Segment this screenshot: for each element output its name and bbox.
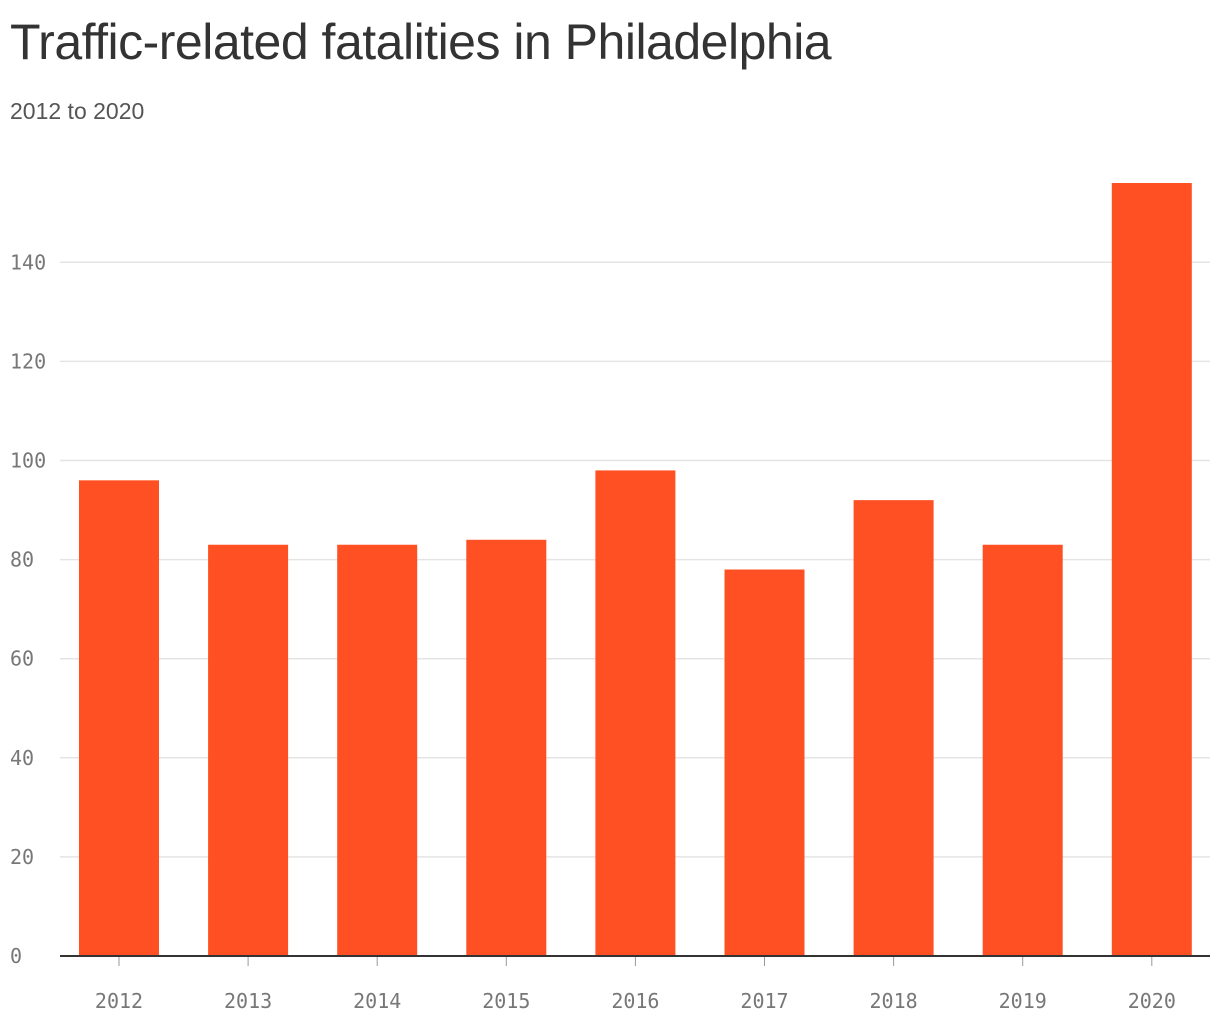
x-tick-label: 2020 xyxy=(1128,989,1176,1013)
chart-title: Traffic-related fatalities in Philadelph… xyxy=(10,14,832,70)
y-tick-label: 0 xyxy=(10,944,22,968)
y-tick-label: 20 xyxy=(10,845,34,869)
y-tick-label: 120 xyxy=(10,349,46,373)
x-tick-label: 2016 xyxy=(611,989,659,1013)
bars xyxy=(79,183,1192,956)
x-tick-label: 2015 xyxy=(482,989,530,1013)
bar-2019 xyxy=(982,544,1063,956)
y-tick-label: 140 xyxy=(10,250,46,274)
bar-2013 xyxy=(208,544,289,956)
y-tick-label: 60 xyxy=(10,647,34,671)
bar-2017 xyxy=(724,569,805,956)
bar-2014 xyxy=(337,544,418,956)
x-tick-label: 2017 xyxy=(740,989,788,1013)
x-tick-label: 2012 xyxy=(95,989,143,1013)
x-axis: 2012 2013 2014 2015 2016 2017 2018 2019 2020 xyxy=(60,955,1210,1013)
bar-2018 xyxy=(853,500,934,956)
y-tick-label: 100 xyxy=(10,449,46,473)
bar-2012 xyxy=(79,480,159,956)
y-axis-ticks: 0 20 40 60 80 100 120 140 xyxy=(10,250,46,968)
x-tick-label: 2014 xyxy=(353,989,401,1013)
chart-subtitle: 2012 to 2020 xyxy=(10,98,145,124)
bar-2020 xyxy=(1111,183,1192,956)
y-tick-label: 80 xyxy=(10,548,34,572)
bar-2016 xyxy=(595,470,676,956)
bar-2015 xyxy=(466,539,547,956)
x-tick-label: 2018 xyxy=(870,989,918,1013)
y-tick-label: 40 xyxy=(10,746,34,770)
x-tick-label: 2019 xyxy=(999,989,1047,1013)
x-tick-label: 2013 xyxy=(224,989,272,1013)
